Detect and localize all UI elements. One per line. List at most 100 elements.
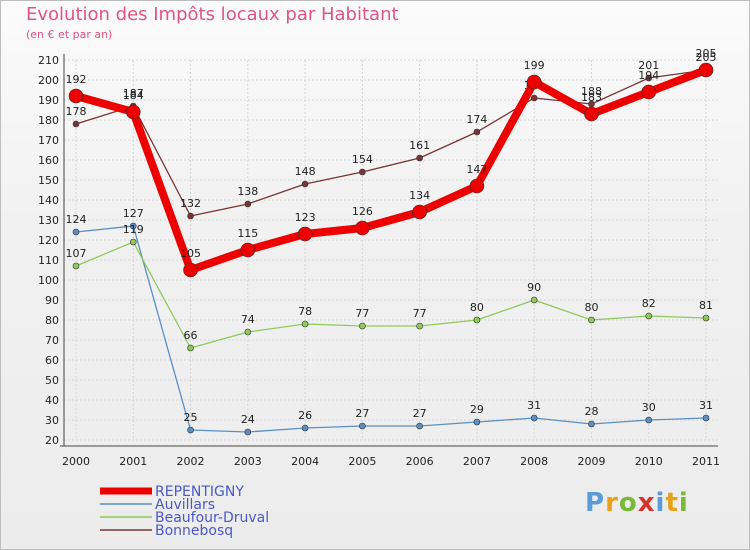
data-point-beaufour-druval: [645, 312, 653, 320]
data-label-bonnebosq: 132: [180, 197, 201, 210]
y-tick-label: 160: [38, 154, 59, 167]
chart-title: Evolution des Impôts locaux par Habitant: [26, 4, 399, 25]
data-label-bonnebosq: 187: [123, 87, 144, 100]
x-tick-label: 2010: [635, 455, 663, 468]
logo-letter: o: [618, 488, 638, 518]
data-point-repentigny: [183, 262, 198, 278]
data-label-beaufour-druval: 77: [355, 307, 369, 320]
data-label-bonnebosq: 138: [237, 185, 258, 198]
data-point-bonnebosq: [645, 74, 653, 82]
data-point-repentigny: [412, 204, 427, 220]
y-tick-label: 150: [38, 174, 59, 187]
series-line-auvillars: [75, 225, 707, 433]
x-tick-label: 2009: [577, 455, 605, 468]
y-tick-label: 140: [38, 194, 59, 207]
legend-label-bonnebosq: Bonnebosq: [155, 523, 233, 539]
data-label-repentigny: 105: [180, 247, 201, 260]
data-label-repentigny: 194: [638, 69, 659, 82]
data-point-auvillars: [588, 420, 595, 428]
data-label-bonnebosq: 174: [466, 113, 487, 126]
data-label-repentigny: 134: [409, 189, 430, 202]
logo-letter: i: [678, 488, 689, 518]
data-label-bonnebosq: 188: [581, 85, 602, 98]
y-tick-label: 190: [38, 94, 59, 107]
data-label-beaufour-druval: 80: [584, 301, 598, 314]
data-point-auvillars: [473, 418, 481, 426]
data-point-repentigny: [469, 178, 485, 194]
y-tick-label: 70: [45, 334, 59, 347]
data-point-auvillars: [301, 424, 309, 432]
data-point-repentigny: [355, 220, 370, 236]
data-point-beaufour-druval: [129, 238, 137, 246]
legend-label-auvillars: Auvillars: [155, 497, 215, 513]
data-point-beaufour-druval: [244, 328, 252, 336]
data-label-bonnebosq: 148: [295, 165, 316, 178]
y-tick-label: 180: [38, 114, 59, 127]
data-label-repentigny: 183: [581, 91, 602, 104]
data-label-auvillars: 24: [241, 413, 255, 426]
data-label-beaufour-druval: 78: [298, 305, 312, 318]
series-line-bonnebosq: [75, 69, 707, 217]
y-tick-label: 200: [38, 74, 59, 87]
data-label-bonnebosq: 161: [409, 139, 430, 152]
y-tick-label: 40: [45, 394, 59, 407]
data-point-beaufour-druval: [530, 296, 538, 304]
y-tick-label: 170: [38, 134, 59, 147]
data-label-bonnebosq: 201: [638, 59, 659, 72]
y-tick-label: 20: [45, 434, 59, 447]
data-label-beaufour-druval: 66: [184, 329, 198, 342]
data-label-beaufour-druval: 90: [527, 281, 541, 294]
logo-letter: r: [605, 488, 619, 518]
y-tick-label: 50: [45, 374, 59, 387]
data-point-repentigny: [698, 62, 714, 78]
y-tick-label: 210: [38, 54, 59, 67]
data-point-bonnebosq: [244, 200, 252, 208]
data-label-auvillars: 28: [584, 405, 598, 418]
x-tick-label: 2003: [234, 455, 262, 468]
data-point-auvillars: [72, 228, 80, 236]
data-label-beaufour-druval: 77: [413, 307, 427, 320]
data-label-bonnebosq: 154: [352, 153, 373, 166]
data-label-auvillars: 29: [470, 403, 484, 416]
y-tick-label: 120: [38, 234, 59, 247]
data-label-repentigny: 192: [66, 73, 87, 86]
data-label-repentigny: 115: [237, 227, 258, 240]
data-label-auvillars: 124: [66, 213, 87, 226]
data-point-bonnebosq: [530, 94, 538, 102]
series-line-repentigny: [74, 66, 708, 274]
data-point-repentigny: [526, 74, 542, 90]
data-point-bonnebosq: [473, 128, 481, 136]
data-label-beaufour-druval: 80: [470, 301, 484, 314]
legend-label-beaufour-druval: Beaufour-Druval: [155, 510, 269, 526]
data-point-beaufour-druval: [359, 322, 366, 330]
data-point-repentigny: [125, 104, 141, 120]
data-point-auvillars: [187, 426, 194, 434]
x-tick-label: 2008: [520, 455, 548, 468]
y-tick-label: 90: [45, 294, 59, 307]
data-label-auvillars: 26: [298, 409, 312, 422]
data-point-bonnebosq: [301, 180, 309, 188]
logo-letter: x: [637, 488, 656, 518]
data-point-auvillars: [359, 422, 366, 430]
data-label-repentigny: 147: [466, 163, 487, 176]
x-tick-label: 2007: [463, 455, 491, 468]
logo-letter: P: [585, 488, 606, 518]
data-point-beaufour-druval: [473, 316, 481, 324]
data-point-auvillars: [530, 414, 538, 422]
data-label-beaufour-druval: 82: [642, 297, 656, 310]
x-tick-label: 2011: [692, 455, 720, 468]
data-point-bonnebosq: [416, 154, 423, 162]
x-tick-label: 2004: [291, 455, 319, 468]
data-point-beaufour-druval: [702, 314, 710, 322]
data-label-repentigny: 123: [295, 211, 316, 224]
data-label-repentigny: 199: [524, 59, 545, 72]
data-label-repentigny: 205: [696, 47, 717, 60]
data-label-repentigny: 184: [123, 89, 144, 102]
y-tick-label: 110: [38, 254, 59, 267]
data-point-bonnebosq: [359, 168, 366, 176]
y-tick-label: 100: [38, 274, 59, 287]
x-tick-label: 2000: [62, 455, 90, 468]
data-point-beaufour-druval: [416, 322, 423, 330]
y-tick-label: 130: [38, 214, 59, 227]
